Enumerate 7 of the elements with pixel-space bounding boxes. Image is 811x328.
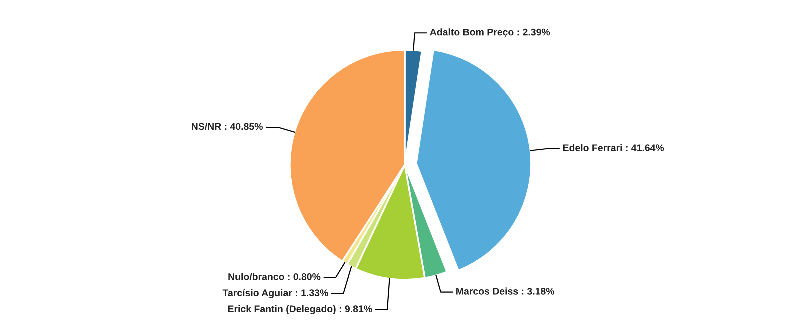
slice-label: NS/NR : 40.85% [192, 122, 263, 130]
slice-label: Adalto Bom Preço : 2.39% [430, 28, 550, 38]
slice-label: Tarcísio Aguiar : 1.33% [222, 289, 328, 298]
slice-label: Edelo Ferrari : 41.64% [563, 144, 664, 152]
slice-label: Erick Fantin (Delegado) : 9.81% [228, 305, 372, 315]
slice-label: Marcos Deiss : 3.18% [456, 288, 555, 295]
slice-label: Nulo/branco : 0.80% [228, 273, 321, 280]
